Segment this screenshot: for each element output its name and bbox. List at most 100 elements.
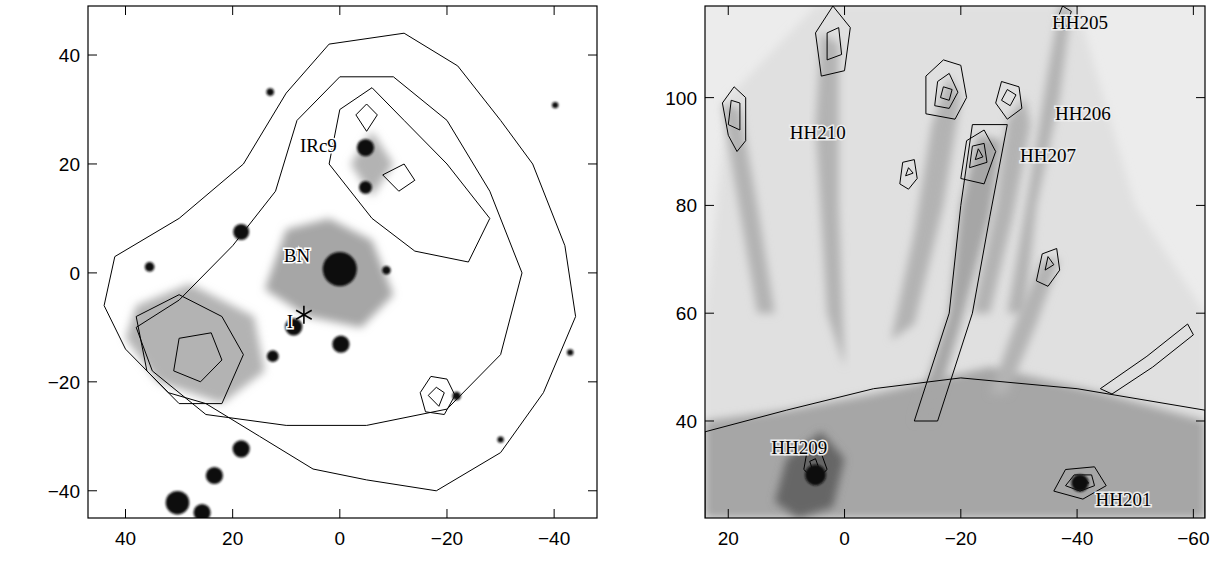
plot-area bbox=[104, 33, 575, 518]
contour bbox=[900, 160, 917, 190]
y-tick bbox=[705, 420, 714, 421]
y-tick-label: 100 bbox=[665, 88, 697, 109]
source bbox=[497, 436, 503, 442]
annotation: HH209 bbox=[771, 437, 827, 458]
annotation: HH207 bbox=[1020, 145, 1076, 166]
source bbox=[194, 504, 211, 518]
y-tick-label: 40 bbox=[676, 411, 697, 432]
panel: 200−20−40−60406080100HH205HH206HH207HH21… bbox=[665, 6, 1209, 549]
x-tick bbox=[446, 6, 447, 15]
contour bbox=[705, 378, 1205, 518]
x-tick bbox=[232, 509, 233, 518]
annotation: HH210 bbox=[790, 122, 846, 143]
x-tick bbox=[1077, 509, 1078, 518]
emission bbox=[816, 33, 845, 367]
source bbox=[452, 392, 461, 401]
contour bbox=[356, 104, 377, 131]
contour bbox=[816, 6, 851, 76]
emission bbox=[265, 218, 394, 327]
y-tick-label: 60 bbox=[676, 303, 697, 324]
panel: 40200−20−40−40−2002040IRc9BNI bbox=[48, 6, 597, 549]
emission bbox=[705, 367, 1205, 518]
contour bbox=[722, 87, 745, 152]
x-tick-label: 0 bbox=[335, 528, 346, 549]
source bbox=[323, 252, 357, 286]
contour bbox=[420, 376, 455, 414]
y-tick bbox=[588, 272, 597, 273]
star-marker bbox=[296, 306, 312, 324]
source bbox=[332, 336, 349, 353]
y-tick bbox=[588, 163, 597, 164]
contour bbox=[941, 87, 953, 101]
contour bbox=[935, 73, 958, 108]
y-tick bbox=[705, 313, 714, 314]
annotation: HH201 bbox=[1096, 489, 1152, 510]
source bbox=[805, 464, 826, 485]
source bbox=[166, 491, 190, 515]
x-tick bbox=[728, 509, 729, 518]
contour bbox=[1066, 475, 1095, 491]
figure: 40200−20−40−40−2002040IRc9BNI200−20−40−6… bbox=[0, 0, 1227, 563]
contour bbox=[961, 130, 996, 184]
emission bbox=[990, 259, 1060, 394]
contour bbox=[136, 295, 243, 404]
x-tick-label: −20 bbox=[431, 528, 463, 549]
star-stroke bbox=[296, 310, 312, 319]
x-tick bbox=[844, 509, 845, 518]
source bbox=[266, 88, 274, 96]
x-tick bbox=[125, 6, 126, 15]
source bbox=[267, 350, 279, 362]
y-tick-label: 20 bbox=[59, 154, 80, 175]
x-tick-label: 20 bbox=[222, 528, 243, 549]
emission bbox=[705, 6, 1205, 518]
x-tick-label: −20 bbox=[945, 528, 977, 549]
x-tick bbox=[554, 6, 555, 15]
x-tick bbox=[446, 509, 447, 518]
frame bbox=[88, 6, 597, 518]
source bbox=[1071, 474, 1088, 491]
source bbox=[145, 262, 155, 272]
contour bbox=[1045, 257, 1054, 271]
contour bbox=[329, 88, 490, 262]
plot-background bbox=[88, 6, 597, 518]
x-tick bbox=[960, 509, 961, 518]
contour bbox=[1002, 90, 1017, 106]
y-tick bbox=[588, 490, 597, 491]
contour bbox=[996, 82, 1022, 120]
x-tick-label: −40 bbox=[538, 528, 570, 549]
annotation: HH205 bbox=[1052, 12, 1108, 33]
plot-background bbox=[705, 6, 1205, 518]
x-tick bbox=[339, 509, 340, 518]
contour bbox=[104, 33, 575, 491]
x-tick bbox=[125, 509, 126, 518]
contour bbox=[926, 60, 967, 119]
y-tick-label: 40 bbox=[59, 45, 80, 66]
y-tick bbox=[1196, 205, 1205, 206]
annotation: IRc9 bbox=[300, 135, 337, 156]
annotation: I bbox=[287, 311, 293, 332]
contour bbox=[906, 168, 914, 176]
y-tick-label: −20 bbox=[48, 372, 80, 393]
annotation: HH206 bbox=[1055, 103, 1111, 124]
x-tick bbox=[232, 6, 233, 15]
emission bbox=[126, 284, 265, 404]
contour bbox=[136, 77, 522, 426]
star-stroke bbox=[296, 310, 312, 319]
contour bbox=[383, 164, 415, 191]
y-tick bbox=[588, 381, 597, 382]
x-tick bbox=[554, 509, 555, 518]
emission bbox=[351, 131, 394, 196]
source bbox=[357, 139, 374, 156]
plot-area bbox=[705, 6, 1205, 518]
y-tick bbox=[88, 163, 97, 164]
y-tick bbox=[1196, 420, 1205, 421]
y-tick bbox=[88, 490, 97, 491]
x-tick-label: 0 bbox=[839, 528, 850, 549]
y-tick bbox=[88, 272, 97, 273]
y-tick bbox=[88, 55, 97, 56]
contour bbox=[914, 125, 1007, 421]
contour bbox=[728, 100, 740, 130]
x-tick bbox=[960, 6, 961, 15]
frame bbox=[705, 6, 1205, 518]
contour bbox=[975, 149, 983, 160]
